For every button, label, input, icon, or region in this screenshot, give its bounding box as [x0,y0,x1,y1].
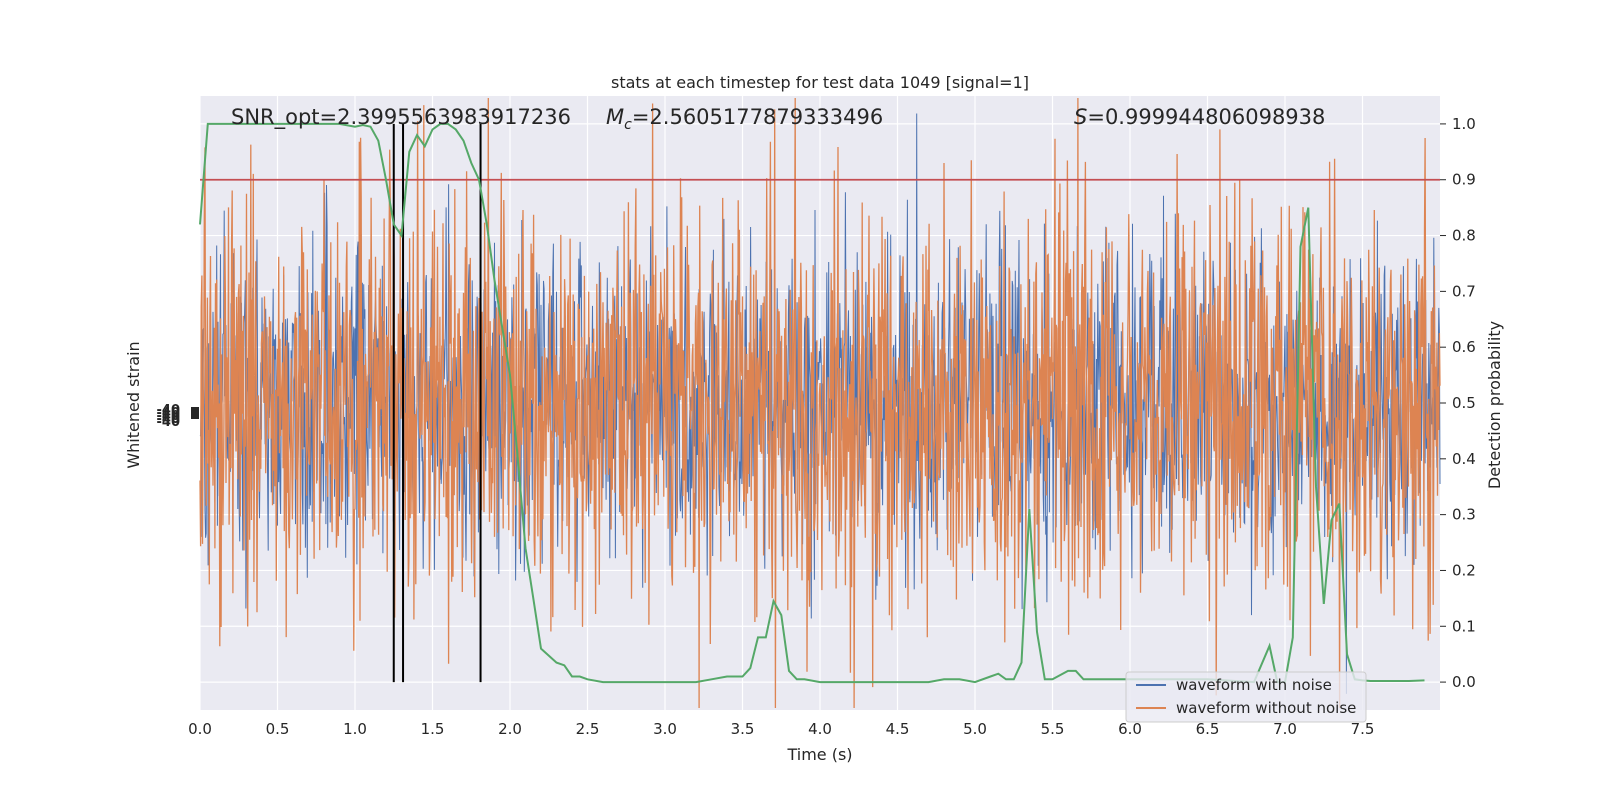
score-value: =0.999944806098938 [1087,105,1325,129]
y-axis-label-right: Detection probability [1485,321,1504,489]
y-tick-label: 0.0 [1452,673,1476,691]
x-tick-label: 5.5 [1041,720,1065,738]
left-ytick-label: -40 [157,415,181,430]
right-axis-ticks: 0.0 0.1 0.2 0.3 0.4 0.5 0.6 0.7 0.8 0.9 1.0 [1440,115,1476,691]
legend-box [1125,671,1367,723]
x-tick-label: 4.0 [808,720,832,738]
score-symbol: S [1074,105,1087,129]
left-ytick-mark [191,407,199,419]
x-tick-label: 0.0 [188,720,212,738]
x-axis-label: Time (s) [786,745,852,764]
left-ytick-label: -40 [157,412,181,427]
y-tick-label: 0.2 [1452,561,1476,579]
left-ytick-label: -40 [157,409,181,424]
left-ytick-labels-overlapping: -40-40-40-40-40 [157,403,199,430]
chart-title: stats at each timestep for test data 104… [611,73,1029,92]
waveform-without-noise-trace [199,97,1441,709]
legend: waveform with noise waveform without noi… [1125,671,1367,723]
x-tick-label: 7.5 [1351,720,1375,738]
y-tick-label: 0.4 [1452,450,1476,468]
y-tick-label: 0.7 [1452,282,1476,300]
x-tick-label: 5.0 [963,720,987,738]
y-tick-label: 0.6 [1452,338,1476,356]
chirp-mass-annotation: Mc=2.5605177879333496 [606,105,883,133]
score-annotation: S=0.999944806098938 [1074,105,1325,129]
y-tick-label: 0.5 [1452,394,1476,412]
x-tick-label: 6.0 [1118,720,1142,738]
x-tick-label: 0.5 [266,720,290,738]
x-tick-label: 1.0 [343,720,367,738]
x-tick-label: 4.5 [886,720,910,738]
snr-annotation: SNR_opt=2.3995563983917236 [231,105,571,130]
waveform-traces [199,97,1441,709]
y-axis-label-left: Whitened strain [124,341,143,468]
y-tick-label: 1.0 [1452,115,1476,133]
chirp-mass-symbol: M [606,105,624,129]
chirp-mass-subscript: c [624,117,632,133]
y-tick-label: 0.3 [1452,506,1476,524]
legend-label-without-noise: waveform without noise [1176,699,1356,717]
x-tick-label: 2.5 [576,720,600,738]
x-tick-label: 3.5 [731,720,755,738]
legend-label-with-noise: waveform with noise [1176,676,1332,694]
x-axis-ticks: 0.0 0.5 1.0 1.5 2.0 2.5 3.0 3.5 4.0 4.5 5.0 5.5 6.0 6… [188,720,1374,738]
x-tick-label: 2.0 [498,720,522,738]
x-tick-label: 6.5 [1196,720,1220,738]
left-ytick-label: -40 [157,403,181,418]
x-tick-label: 1.5 [421,720,445,738]
x-tick-label: 3.0 [653,720,677,738]
y-tick-label: 0.9 [1452,171,1476,189]
y-tick-label: 0.8 [1452,227,1476,245]
chirp-mass-value: =2.5605177879333496 [632,105,883,129]
x-tick-label: 7.0 [1273,720,1297,738]
y-tick-label: 0.1 [1452,617,1476,635]
left-ytick-label: -40 [157,406,181,421]
